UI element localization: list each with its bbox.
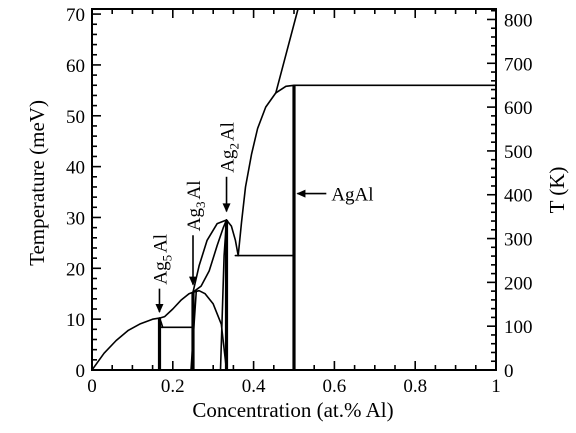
- y-tick-label-right: 500: [504, 142, 533, 163]
- arrow-head-ag5-al: [155, 304, 164, 314]
- y-tick-label-right: 300: [504, 230, 533, 251]
- annotation-base: Ag: [150, 261, 171, 285]
- x-tick-label: 0: [87, 376, 97, 397]
- chart-marks: [92, 9, 496, 370]
- phase-boundary-1: [158, 291, 194, 319]
- y-tick-label-left: 0: [76, 361, 86, 382]
- y-tick-label-right: 200: [504, 273, 533, 294]
- y-tick-label-left: 10: [66, 310, 85, 331]
- y-axis-label-right: T (K): [545, 167, 569, 214]
- y-axis-label-left: Temperature (meV): [25, 100, 49, 266]
- axis-ticks: 0 0.2 0.4 0.6 0.8 101020304050607001002003004…: [66, 5, 533, 397]
- y-tick-label-right: 100: [504, 317, 533, 338]
- x-tick-label: 0.4: [242, 376, 266, 397]
- annotation-subscript: 5: [159, 255, 174, 262]
- annotation-tail: Al: [218, 122, 239, 141]
- y-tick-label-left: 40: [66, 158, 85, 179]
- phase-boundary-11: [237, 84, 295, 257]
- arrow-head-ag3-al: [189, 276, 197, 286]
- x-tick-label: 0.6: [323, 376, 347, 397]
- annotation-ag3-al: Ag3 Al: [184, 181, 208, 232]
- annotation-subscript: 3: [193, 202, 208, 209]
- annotation-agal: AgAl: [331, 185, 373, 206]
- y-tick-label-right: 800: [504, 10, 533, 31]
- arrow-head-ag2-al: [222, 203, 231, 213]
- y-tick-label-left: 70: [66, 5, 85, 26]
- y-tick-label-right: 0: [504, 361, 514, 382]
- y-tick-label-left: 60: [66, 56, 85, 77]
- annotation-tail: Al: [184, 181, 205, 200]
- phase-boundary-4: [192, 219, 228, 294]
- y-tick-label-right: 400: [504, 186, 533, 207]
- y-tick-label-right: 700: [504, 54, 533, 75]
- y-tick-label-left: 50: [66, 107, 85, 128]
- phase-boundary-9: [225, 219, 239, 257]
- arrow-head-agal: [296, 189, 306, 198]
- annotation-tail: Al: [150, 234, 171, 253]
- x-tick-label: 0.8: [403, 376, 427, 397]
- annotation-base: Ag: [218, 149, 239, 173]
- x-axis-label: Concentration (at.% Al): [192, 398, 393, 422]
- annotation-ag5-al: Ag5 Al: [150, 234, 174, 285]
- x-tick-label: 0.2: [161, 376, 185, 397]
- annotation-subscript: 2: [227, 143, 242, 150]
- x-tick-label: 1: [491, 376, 501, 397]
- y-tick-label-left: 20: [66, 259, 85, 280]
- y-tick-label-left: 30: [66, 208, 85, 229]
- phase-boundary-13: [274, 9, 299, 94]
- annotation-ag2-al: Ag2 Al: [218, 122, 242, 173]
- y-tick-label-right: 600: [504, 98, 533, 119]
- annotation-base: Ag: [184, 208, 205, 232]
- phase-boundary-0: [92, 317, 161, 370]
- phase-boundary-6: [192, 219, 228, 294]
